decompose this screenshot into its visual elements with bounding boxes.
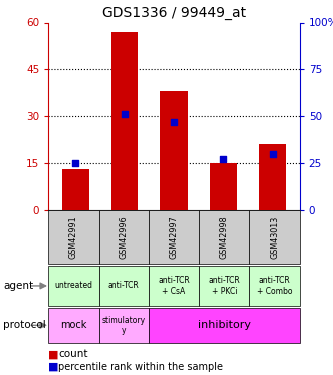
Bar xyxy=(48,266,99,306)
Text: mock: mock xyxy=(60,320,87,330)
Bar xyxy=(48,210,99,264)
Text: ■: ■ xyxy=(48,350,59,359)
Bar xyxy=(149,308,300,343)
Text: GSM42996: GSM42996 xyxy=(119,215,128,259)
Text: agent: agent xyxy=(3,281,33,291)
Text: GSM43013: GSM43013 xyxy=(270,216,279,259)
Text: stimulatory
y: stimulatory y xyxy=(102,316,146,335)
Text: GSM42998: GSM42998 xyxy=(220,215,229,259)
Text: ■: ■ xyxy=(48,362,59,372)
Bar xyxy=(149,210,199,264)
Bar xyxy=(210,163,237,210)
Bar xyxy=(99,308,149,343)
Point xyxy=(171,119,176,125)
Bar xyxy=(99,210,149,264)
Bar xyxy=(149,266,199,306)
Text: anti-TCR: anti-TCR xyxy=(108,281,140,290)
Text: protocol: protocol xyxy=(3,320,46,330)
Text: anti-TCR
+ PKCi: anti-TCR + PKCi xyxy=(208,276,240,296)
Text: anti-TCR
+ Combo: anti-TCR + Combo xyxy=(257,276,292,296)
Text: GSM42997: GSM42997 xyxy=(169,215,178,259)
Point xyxy=(122,111,127,117)
Bar xyxy=(62,170,89,210)
Text: count: count xyxy=(58,350,88,359)
Bar xyxy=(199,266,249,306)
Bar xyxy=(48,308,99,343)
Bar xyxy=(199,210,249,264)
Text: inhibitory: inhibitory xyxy=(198,320,251,330)
Text: anti-TCR
+ CsA: anti-TCR + CsA xyxy=(158,276,190,296)
Point xyxy=(270,151,275,157)
Text: GSM42991: GSM42991 xyxy=(69,215,78,259)
Bar xyxy=(99,266,149,306)
Bar xyxy=(249,266,300,306)
Point xyxy=(73,160,78,166)
Text: percentile rank within the sample: percentile rank within the sample xyxy=(58,362,223,372)
Bar xyxy=(259,144,286,210)
Title: GDS1336 / 99449_at: GDS1336 / 99449_at xyxy=(102,6,246,20)
Bar xyxy=(161,91,187,210)
Text: untreated: untreated xyxy=(54,281,93,290)
Bar xyxy=(249,210,300,264)
Point xyxy=(221,156,226,162)
Bar xyxy=(111,32,138,210)
